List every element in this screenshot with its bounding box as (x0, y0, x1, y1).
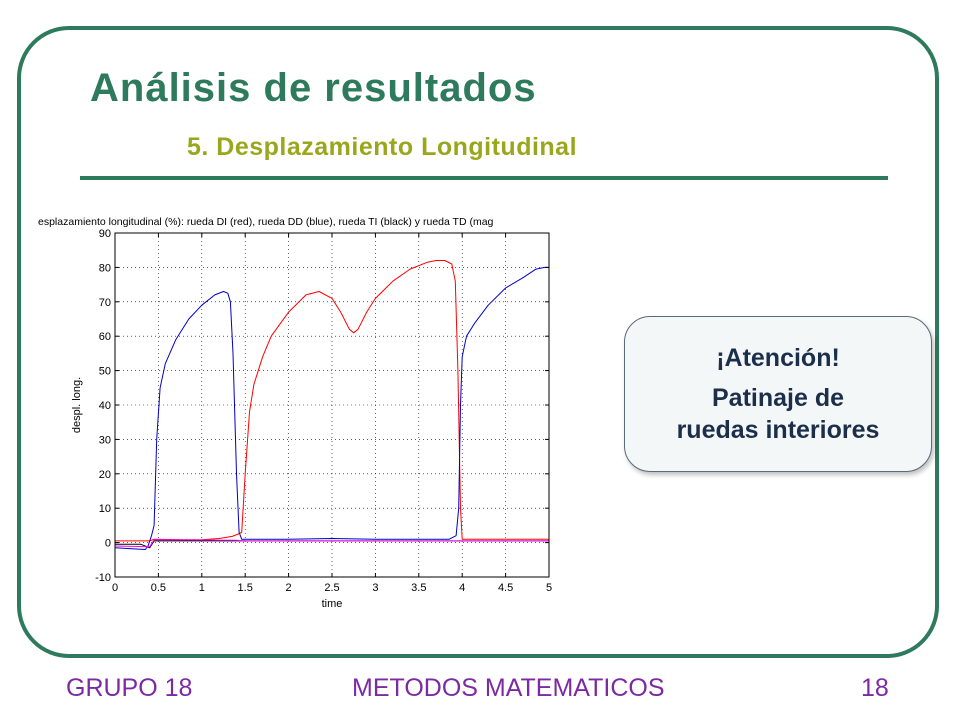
y-tick-label: -10 (95, 572, 111, 584)
x-axis-label: time (322, 598, 343, 610)
slide-frame (17, 26, 939, 658)
x-tick-label: 0 (112, 582, 118, 594)
callout-line-1: Patinaje de (712, 383, 844, 412)
y-tick-label: 30 (99, 434, 111, 446)
x-tick-label: 0.5 (151, 582, 166, 594)
slide-subtitle: 5. Desplazamiento Longitudinal (187, 133, 578, 161)
chart: esplazamiento longitudinal (%): rueda DI… (38, 216, 552, 610)
x-tick-label: 4 (459, 582, 465, 594)
series-lines (115, 260, 549, 550)
series-line-rueda-td (115, 539, 549, 548)
y-axis-label: despl. long. (71, 377, 83, 433)
x-tick-label: 3.5 (411, 582, 426, 594)
slide-title: Análisis de resultados (90, 66, 537, 110)
x-tick-label: 3 (372, 582, 378, 594)
footer-group: GRUPO 18 (66, 674, 193, 702)
series-line-rueda-dd (115, 266, 549, 550)
y-tick-label: 10 (99, 503, 111, 515)
y-tick-label: 80 (99, 262, 111, 274)
warning-callout: ¡Atención! Patinaje de ruedas interiores (624, 316, 932, 472)
y-tick-label: 20 (99, 469, 111, 481)
x-tick-label: 1.5 (238, 582, 253, 594)
y-tick-label: 60 (99, 331, 111, 343)
y-tick-label: 50 (99, 366, 111, 378)
callout-line-2: ruedas interiores (676, 415, 880, 444)
chart-title: esplazamiento longitudinal (%): rueda DI… (38, 216, 494, 228)
series-line-rueda-di (115, 260, 549, 542)
x-tick-label: 4.5 (498, 582, 513, 594)
x-tick-label: 2 (286, 582, 292, 594)
x-tick-label: 5 (546, 582, 552, 594)
title-divider (80, 176, 888, 180)
y-tick-label: 40 (99, 400, 111, 412)
y-tick-label: 0 (105, 538, 111, 550)
x-tick-label: 1 (199, 582, 205, 594)
x-tick-label: 2.5 (324, 582, 339, 594)
callout-heading: ¡Atención! (716, 343, 840, 372)
axis-ticks: 0 0.5 1 1.5 2 2.5 3 3.5 4 4.5 5-100102030405060708… (95, 228, 552, 594)
footer-page-number: 18 (861, 674, 889, 702)
footer-course: METODOS MATEMATICOS (352, 674, 665, 702)
y-tick-label: 90 (99, 228, 111, 240)
y-tick-label: 70 (99, 297, 111, 309)
